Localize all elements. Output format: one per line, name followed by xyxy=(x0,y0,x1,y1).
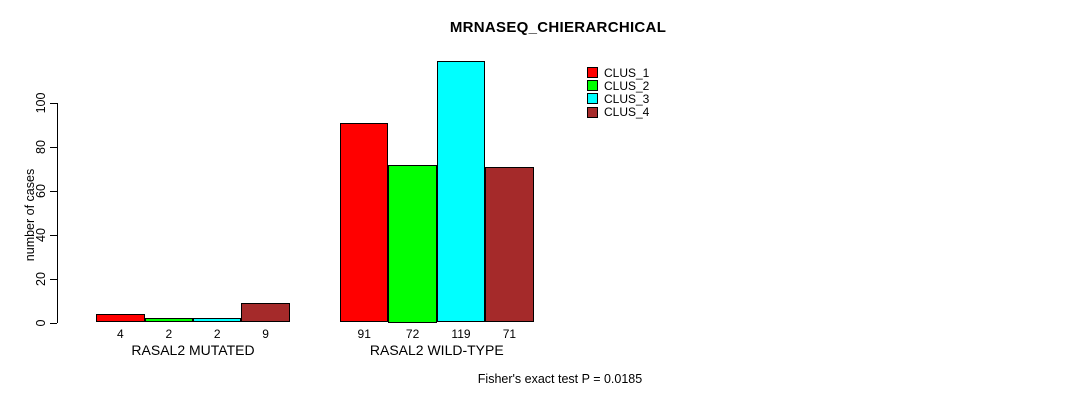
bar-clus_1 xyxy=(96,313,145,323)
bar-value-label: 2 xyxy=(165,326,173,341)
legend-swatch-icon xyxy=(587,106,598,118)
legend-label: CLUS_4 xyxy=(604,105,650,120)
y-axis-tick xyxy=(50,322,57,324)
y-tick-label: 80 xyxy=(34,139,48,154)
y-axis-line xyxy=(57,103,58,323)
legend-item: CLUS_2 xyxy=(587,79,649,92)
legend-item: CLUS_4 xyxy=(587,106,649,119)
bar-value-label: 72 xyxy=(405,326,420,341)
legend-item: CLUS_1 xyxy=(587,66,649,79)
y-tick-label: 40 xyxy=(34,227,48,242)
bar-value-label: 91 xyxy=(357,326,371,341)
y-axis-title: number of cases xyxy=(23,168,37,262)
x-group-label: RASAL2 MUTATED xyxy=(131,342,255,358)
legend-label: CLUS_2 xyxy=(604,78,650,93)
bar-value-label: 4 xyxy=(117,326,124,341)
bar-value-label: 2 xyxy=(213,326,221,341)
y-tick-label: 20 xyxy=(34,271,48,286)
y-tick-label: 100 xyxy=(34,92,48,114)
y-axis-tick xyxy=(50,103,57,104)
y-tick-label: 60 xyxy=(34,183,48,198)
bar-value-label: 9 xyxy=(262,326,269,341)
bar-clus_1 xyxy=(340,122,389,323)
annotation-text: Fisher's exact test P = 0.0185 xyxy=(477,372,643,386)
y-axis-tick xyxy=(50,190,57,192)
bar-value-label: 71 xyxy=(502,326,517,341)
chart-title: MRNASEQ_CHIERARCHICAL xyxy=(449,19,667,36)
y-axis-tick xyxy=(50,234,57,236)
legend: CLUS_1 CLUS_2 CLUS_3 CLUS_4 xyxy=(587,66,649,119)
legend-label: CLUS_1 xyxy=(604,65,650,80)
x-group-label: RASAL2 WILD-TYPE xyxy=(369,342,504,358)
legend-item: CLUS_3 xyxy=(587,92,649,105)
y-tick-label: 0 xyxy=(34,319,48,326)
bar-value-label: 119 xyxy=(451,326,471,341)
y-axis-tick xyxy=(50,146,57,148)
bar-clus_2 xyxy=(388,164,437,323)
bar-clus_3 xyxy=(436,61,486,323)
legend-swatch-icon xyxy=(587,67,598,79)
legend-label: CLUS_3 xyxy=(604,91,650,106)
bar-clus_4 xyxy=(241,302,290,323)
bar-clus_4 xyxy=(485,166,534,323)
legend-swatch-icon xyxy=(587,93,598,105)
bar-clus_3 xyxy=(193,318,242,323)
y-axis-tick xyxy=(50,278,57,280)
bar-clus_2 xyxy=(144,318,193,323)
legend-swatch-icon xyxy=(587,80,598,92)
